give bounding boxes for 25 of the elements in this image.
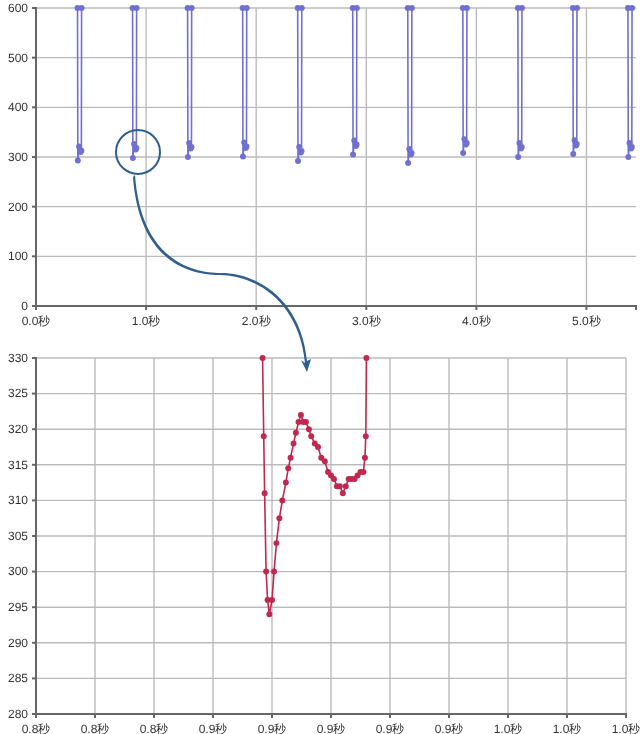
point [263, 568, 270, 575]
point [363, 355, 370, 361]
point [261, 490, 268, 497]
point [276, 515, 283, 522]
point [273, 540, 280, 547]
point [297, 411, 304, 418]
point [339, 490, 346, 497]
point [269, 597, 275, 604]
point [362, 433, 369, 440]
point [271, 568, 278, 575]
point [282, 479, 289, 486]
point [292, 429, 299, 436]
point [290, 440, 297, 447]
point [321, 458, 328, 465]
point [342, 483, 349, 490]
point [260, 433, 267, 440]
point [259, 355, 266, 361]
point [266, 611, 273, 618]
point [285, 465, 292, 472]
point [305, 426, 312, 433]
point [279, 497, 286, 504]
point [287, 454, 294, 461]
point [361, 454, 368, 461]
point [308, 433, 315, 440]
point [318, 454, 325, 461]
